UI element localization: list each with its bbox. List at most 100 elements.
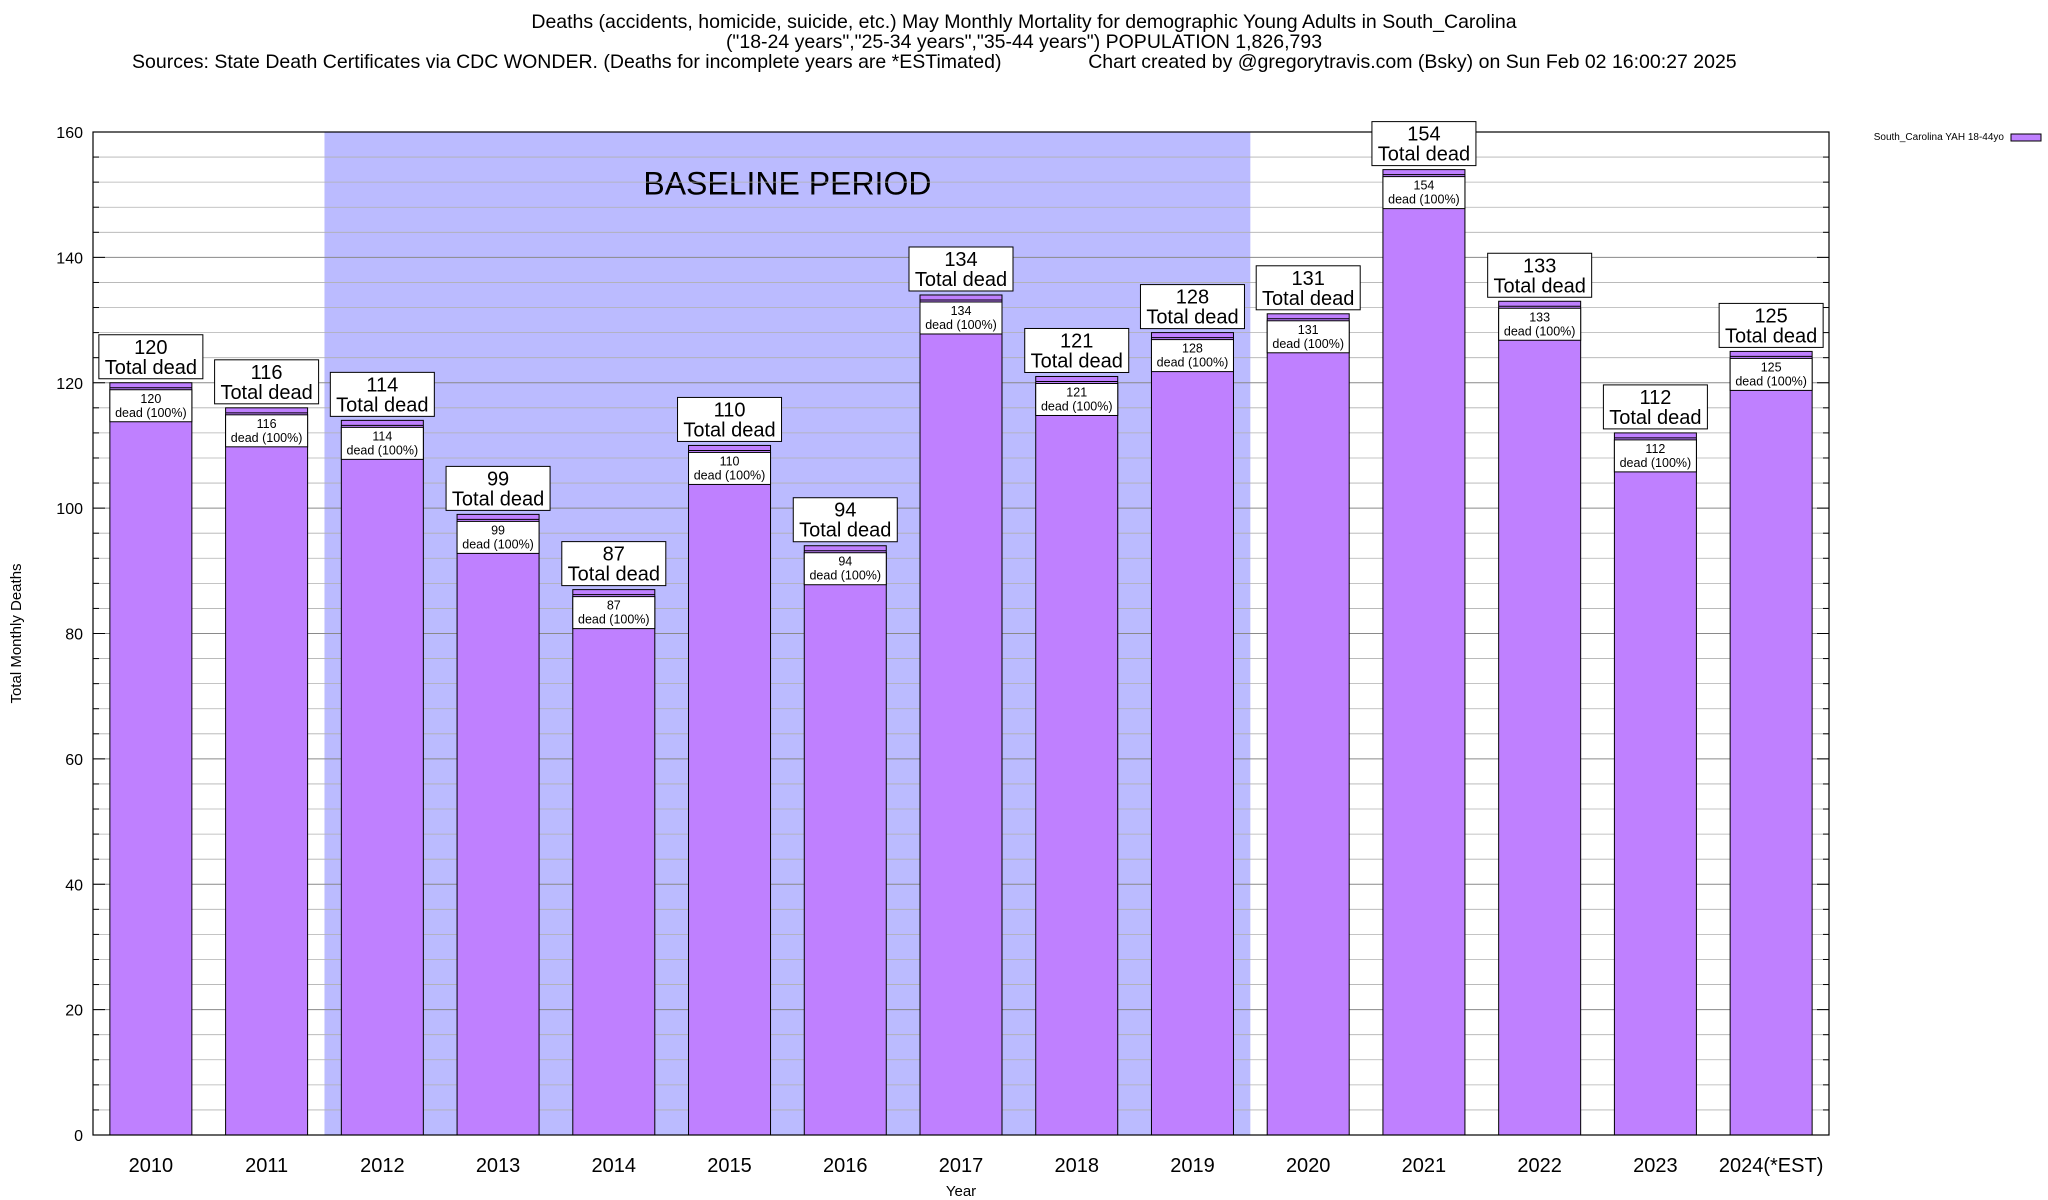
total-label-value: 121 [1060,330,1093,352]
bar-2024(*EST) [1729,350,1813,1136]
total-label-text: Total dead [799,520,891,542]
legend-label: South_Carolina YAH 18-44yo [1874,132,2005,143]
inner-label-text: dead (100%) [1388,193,1460,207]
inner-label-value: 134 [951,304,972,318]
plot-frame-layer [92,131,1830,1136]
inner-label-box [803,552,887,586]
inner-label-text: dead (100%) [1620,456,1692,470]
x-tick-label: 2019 [1170,1155,1215,1177]
y-tick-label: 40 [65,877,83,894]
x-tick-label: 2021 [1402,1155,1447,1177]
inner-label-text: dead (100%) [1157,356,1229,370]
inner-label-value: 133 [1529,310,1550,324]
inner-label-text: dead (100%) [578,613,650,627]
total-label-value: 116 [251,362,283,384]
chart-sources: Sources: State Death Certificates via CD… [132,51,1002,73]
bar-2011 [225,407,309,1136]
bar-2012 [340,419,424,1136]
inner-label-box [688,451,772,485]
total-label-value: 112 [1639,387,1671,409]
x-tick-label: 2024(*EST) [1719,1155,1824,1177]
legend-layer: South_Carolina YAH 18-44yo [1874,132,2042,143]
total-label-box [1718,302,1824,348]
bar-2013 [456,513,540,1136]
inner-label-text: dead (100%) [925,318,997,332]
bar-2015 [688,444,772,1136]
total-label-value: 94 [834,500,856,522]
inner-label-text: dead (100%) [1735,374,1807,388]
total-label-text: Total dead [1494,275,1586,297]
chart-sources-credit: Sources: State Death Certificates via CD… [132,52,2048,72]
total-label-text: Total dead [1378,144,1470,166]
total-label-box [1139,284,1245,330]
total-label-box [329,371,435,417]
bar-2018 [1035,375,1119,1136]
total-label-value: 114 [366,374,398,396]
inner-label-text: dead (100%) [347,443,419,457]
bar-2020 [1266,313,1350,1136]
total-label-text: Total dead [220,382,312,404]
bar-2021 [1382,169,1466,1136]
total-label-text: Total dead [1725,325,1817,347]
inner-label-text: dead (100%) [1041,399,1113,413]
total-label-box [445,465,551,511]
inner-label-value: 128 [1182,342,1203,356]
total-label-text: Total dead [1609,407,1701,429]
x-axis-title: Year [946,1183,976,1200]
inner-label-value: 94 [838,555,852,569]
y-tick-label: 120 [56,376,83,393]
inner-label-value: 99 [491,523,505,537]
total-label-value: 128 [1176,287,1209,309]
total-label-text: Total dead [105,357,197,379]
total-label-box [677,396,783,442]
inner-label-box [572,596,656,630]
x-tick-label: 2020 [1286,1155,1331,1177]
inner-label-box [340,426,424,460]
total-label-text: Total dead [915,269,1007,291]
y-axis-title: Total Monthly Deaths [8,563,25,703]
inner-label-text: dead (100%) [115,406,187,420]
inner-label-text: dead (100%) [1504,324,1576,338]
inner-label-text: dead (100%) [694,468,766,482]
x-tick-label: 2014 [592,1155,637,1177]
bar-2017 [919,294,1003,1136]
total-label-value: 134 [944,249,977,271]
inner-label-text: dead (100%) [462,537,534,551]
total-label-box [214,359,320,405]
y-tick-label: 140 [56,250,83,267]
x-tick-label: 2018 [1054,1155,1099,1177]
total-label-value: 87 [603,544,625,566]
y-tick-label: 20 [65,1003,83,1020]
total-label-text: Total dead [336,394,428,416]
inner-label-value: 154 [1414,179,1435,193]
axes-layer: 0 20 40 60 80 100 120 140 160 2010 2011 2012 2013 201… [8,125,1823,1200]
inner-label-value: 114 [372,429,392,443]
plot-frame [92,131,1830,1136]
inner-label-value: 131 [1298,323,1319,337]
inner-label-box [1150,339,1234,373]
inner-label-text: dead (100%) [1272,337,1344,351]
legend-swatch [2010,133,2042,142]
total-label-value: 154 [1407,124,1440,146]
bar-2016 [803,545,887,1136]
x-tick-label: 2011 [245,1155,288,1177]
x-tick-label: 2015 [707,1155,752,1177]
x-tick-label: 2010 [129,1155,174,1177]
total-label-text: Total dead [568,564,660,586]
total-label-text: Total dead [1262,288,1354,310]
inner-label-value: 112 [1645,442,1665,456]
total-label-box [792,497,898,543]
bar-2019 [1150,332,1234,1136]
total-label-value: 131 [1292,268,1325,290]
inner-label-box [109,389,193,423]
y-tick-label: 80 [65,627,83,644]
baseline-period-label: BASELINE PERIOD [643,166,931,202]
total-label-box [1487,252,1593,298]
x-tick-label: 2023 [1633,1155,1678,1177]
x-tick-label: 2017 [939,1155,984,1177]
inner-label-box [456,520,540,554]
total-label-value: 125 [1754,305,1787,327]
x-tick-label: 2022 [1517,1155,1562,1177]
total-label-box [1371,121,1477,167]
